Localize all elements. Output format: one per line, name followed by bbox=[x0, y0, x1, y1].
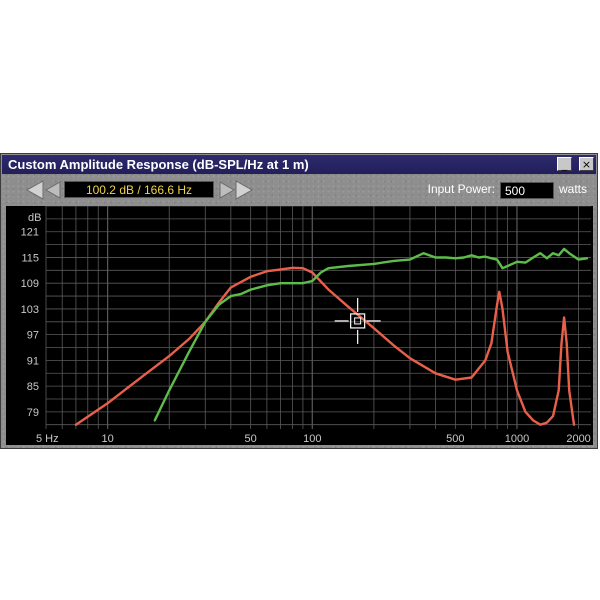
nav-back-small-icon[interactable] bbox=[43, 180, 63, 200]
y-axis-ticks: 121 115 109 103 97 91 85 79 bbox=[21, 227, 39, 419]
cursor-readout: 100.2 dB / 166.6 Hz bbox=[64, 181, 214, 198]
grid-lines bbox=[45, 206, 591, 429]
minimize-button[interactable]: _ bbox=[557, 157, 572, 171]
x-tick-label: 1000 bbox=[505, 433, 529, 445]
input-power-label: Input Power: bbox=[427, 182, 495, 196]
y-tick-label: 85 bbox=[27, 381, 39, 393]
x-tick-label: 500 bbox=[446, 433, 464, 445]
close-icon: × bbox=[581, 157, 592, 171]
amplitude-response-window: Custom Amplitude Response (dB-SPL/Hz at … bbox=[0, 153, 598, 449]
title-bar[interactable]: Custom Amplitude Response (dB-SPL/Hz at … bbox=[2, 155, 596, 174]
y-axis-label: dB bbox=[28, 212, 41, 224]
minimize-icon: _ bbox=[561, 157, 568, 171]
y-tick-label: 97 bbox=[27, 330, 39, 342]
nav-back-icon[interactable] bbox=[25, 180, 45, 200]
y-tick-label: 103 bbox=[21, 304, 39, 316]
close-button[interactable]: × bbox=[579, 157, 594, 171]
plot-area[interactable]: 121 115 109 103 97 91 85 79 5 Hz 10 50 100 500 1000 2… bbox=[6, 206, 593, 445]
toolbar: 100.2 dB / 166.6 Hz Input Power: 500 wat… bbox=[1, 178, 597, 202]
response-chart[interactable]: 121 115 109 103 97 91 85 79 5 Hz 10 50 100 500 1000 2… bbox=[6, 206, 593, 445]
y-tick-label: 91 bbox=[27, 355, 39, 367]
crosshair-center bbox=[354, 317, 362, 325]
crosshair-cursor[interactable] bbox=[334, 297, 381, 344]
input-power-field[interactable]: 500 bbox=[500, 182, 554, 199]
y-tick-label: 79 bbox=[27, 407, 39, 419]
x-axis-ticks: 5 Hz 10 50 100 500 1000 2000 bbox=[36, 433, 591, 445]
nav-forward-icon[interactable] bbox=[234, 180, 254, 200]
power-unit-label: watts bbox=[559, 182, 588, 196]
y-tick-label: 121 bbox=[21, 227, 39, 239]
x-tick-label: 10 bbox=[101, 433, 113, 445]
y-tick-label: 115 bbox=[21, 252, 39, 264]
y-tick-label: 109 bbox=[21, 278, 39, 290]
crosshair-box bbox=[350, 313, 366, 329]
green-response-curve bbox=[153, 247, 589, 422]
x-tick-label: 50 bbox=[245, 433, 257, 445]
x-tick-label: 2000 bbox=[566, 433, 590, 445]
x-tick-label: 100 bbox=[303, 433, 321, 445]
window-title: Custom Amplitude Response (dB-SPL/Hz at … bbox=[8, 157, 309, 172]
nav-forward-small-icon[interactable] bbox=[217, 180, 237, 200]
curves bbox=[74, 247, 589, 426]
red-response-curve bbox=[74, 266, 576, 426]
x-tick-label: 5 Hz bbox=[36, 433, 59, 445]
